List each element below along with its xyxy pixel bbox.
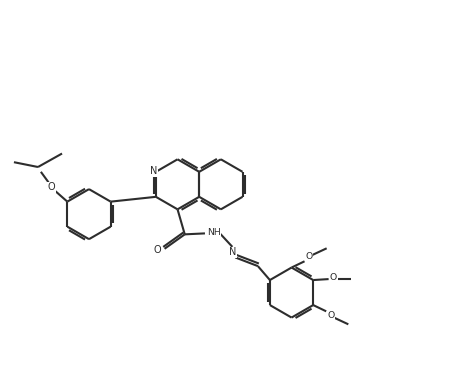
Text: O: O [327, 311, 335, 320]
Text: NH: NH [207, 228, 221, 237]
Text: N: N [229, 247, 237, 257]
Text: O: O [306, 253, 313, 261]
Text: O: O [330, 273, 337, 282]
Text: O: O [154, 245, 161, 255]
Text: O: O [48, 182, 55, 192]
Text: N: N [150, 166, 158, 176]
